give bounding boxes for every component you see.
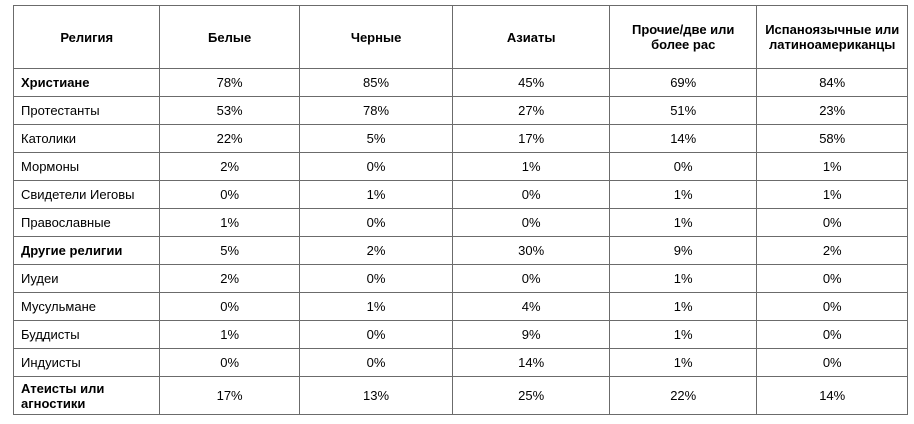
table-cell: 0% (452, 208, 610, 237)
row-label: Другие религии (12, 236, 161, 265)
table-cell: 13% (298, 376, 454, 415)
table-row: Свидетели Иеговы 0% 1% 0% 1% 1% (12, 180, 908, 209)
table-cell: 14% (756, 376, 908, 415)
table-cell: 9% (452, 320, 610, 349)
table-cell: 1% (608, 180, 758, 209)
table-cell: 0% (159, 180, 300, 209)
table-cell: 23% (756, 96, 908, 125)
row-label: Христиане (12, 68, 161, 97)
table-cell: 0% (159, 348, 300, 377)
table-cell: 1% (159, 208, 300, 237)
column-header-religion: Религия (12, 5, 161, 69)
religion-by-race-table: Религия Белые Черные Азиаты Прочие/две и… (12, 5, 908, 415)
table-cell: 5% (298, 124, 454, 153)
table-cell: 0% (452, 180, 610, 209)
table-cell: 1% (298, 180, 454, 209)
table-cell: 1% (608, 320, 758, 349)
table-row: Мусульмане 0% 1% 4% 1% 0% (12, 292, 908, 321)
table-cell: 0% (756, 208, 908, 237)
table-cell: 2% (159, 264, 300, 293)
column-header-white: Белые (159, 5, 300, 69)
table-cell: 69% (608, 68, 758, 97)
table-row: Буддисты 1% 0% 9% 1% 0% (12, 320, 908, 349)
table-cell: 1% (756, 152, 908, 181)
row-label: Буддисты (12, 320, 161, 349)
table-cell: 1% (298, 292, 454, 321)
row-label: Атеисты или агностики (12, 376, 161, 415)
row-label: Индуисты (12, 348, 161, 377)
row-label: Протестанты (12, 96, 161, 125)
table-cell: 4% (452, 292, 610, 321)
table-row: Православные 1% 0% 0% 1% 0% (12, 208, 908, 237)
table-cell: 1% (608, 264, 758, 293)
column-header-other: Прочие/две или более рас (608, 5, 758, 69)
table-cell: 78% (298, 96, 454, 125)
table-cell: 45% (452, 68, 610, 97)
table-cell: 0% (756, 320, 908, 349)
table-cell: 0% (452, 264, 610, 293)
table-cell: 84% (756, 68, 908, 97)
table-cell: 17% (159, 376, 300, 415)
table-cell: 1% (159, 320, 300, 349)
table-cell: 78% (159, 68, 300, 97)
table-row: Другие религии 5% 2% 30% 9% 2% (12, 236, 908, 265)
table-cell: 0% (756, 348, 908, 377)
table-cell: 1% (608, 208, 758, 237)
table-row: Протестанты 53% 78% 27% 51% 23% (12, 96, 908, 125)
table-cell: 5% (159, 236, 300, 265)
table-cell: 14% (608, 124, 758, 153)
column-header-black: Черные (298, 5, 454, 69)
table-cell: 0% (298, 320, 454, 349)
table-cell: 14% (452, 348, 610, 377)
table-cell: 1% (608, 348, 758, 377)
column-header-asian: Азиаты (452, 5, 610, 69)
table-cell: 17% (452, 124, 610, 153)
row-label: Мормоны (12, 152, 161, 181)
table-cell: 2% (159, 152, 300, 181)
table-cell: 27% (452, 96, 610, 125)
row-label: Иудеи (12, 264, 161, 293)
table-row: Мормоны 2% 0% 1% 0% 1% (12, 152, 908, 181)
table-cell: 0% (298, 152, 454, 181)
row-label: Православные (12, 208, 161, 237)
table-body: Христиане 78% 85% 45% 69% 84% Протестанты 53% 78… (12, 68, 908, 415)
table-cell: 0% (298, 208, 454, 237)
table-cell: 30% (452, 236, 610, 265)
row-label: Мусульмане (12, 292, 161, 321)
table-row: Иудеи 2% 0% 0% 1% 0% (12, 264, 908, 293)
table-cell: 0% (756, 292, 908, 321)
table-cell: 9% (608, 236, 758, 265)
table-cell: 0% (298, 348, 454, 377)
table-cell: 53% (159, 96, 300, 125)
table-cell: 51% (608, 96, 758, 125)
table-cell: 22% (159, 124, 300, 153)
table-cell: 0% (159, 292, 300, 321)
table-row: Католики 22% 5% 17% 14% 58% (12, 124, 908, 153)
table-cell: 2% (756, 236, 908, 265)
table-row: Атеисты или агностики 17% 13% 25% 22% 14% (12, 376, 908, 415)
header-row: Религия Белые Черные Азиаты Прочие/две и… (12, 5, 908, 69)
table-cell: 85% (298, 68, 454, 97)
table-cell: 1% (608, 292, 758, 321)
table-cell: 1% (756, 180, 908, 209)
table-cell: 0% (756, 264, 908, 293)
table-cell: 2% (298, 236, 454, 265)
table-cell: 0% (298, 264, 454, 293)
column-header-hispanic: Испаноязычные или латиноамериканцы (756, 5, 908, 69)
row-label: Католики (12, 124, 161, 153)
table-row: Индуисты 0% 0% 14% 1% 0% (12, 348, 908, 377)
table-cell: 22% (608, 376, 758, 415)
table-cell: 58% (756, 124, 908, 153)
table-cell: 25% (452, 376, 610, 415)
table-row: Христиане 78% 85% 45% 69% 84% (12, 68, 908, 97)
table-cell: 1% (452, 152, 610, 181)
row-label: Свидетели Иеговы (12, 180, 161, 209)
table-cell: 0% (608, 152, 758, 181)
